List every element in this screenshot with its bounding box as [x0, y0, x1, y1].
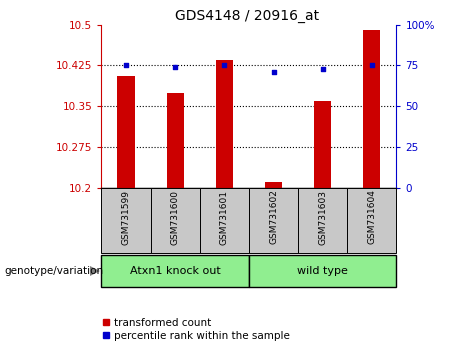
Text: GSM731602: GSM731602	[269, 190, 278, 245]
Point	[221, 63, 228, 68]
Legend: transformed count, percentile rank within the sample: transformed count, percentile rank withi…	[97, 314, 294, 345]
Bar	[118, 76, 135, 188]
Bar	[101, 255, 249, 287]
Bar	[216, 60, 233, 188]
Text: GSM731601: GSM731601	[220, 190, 229, 245]
Bar	[249, 188, 298, 253]
Bar	[363, 30, 380, 188]
Text: GSM731600: GSM731600	[171, 190, 180, 245]
Text: GSM731604: GSM731604	[367, 190, 376, 245]
Point	[171, 64, 179, 70]
Bar	[166, 93, 184, 188]
Bar	[200, 188, 249, 253]
Text: Atxn1 knock out: Atxn1 knock out	[130, 266, 220, 276]
Text: GDS4148 / 20916_at: GDS4148 / 20916_at	[175, 9, 319, 23]
Bar	[265, 182, 282, 188]
Bar	[101, 188, 151, 253]
Bar	[314, 101, 331, 188]
Bar	[347, 188, 396, 253]
Point	[122, 63, 130, 68]
Bar	[298, 188, 347, 253]
Text: GSM731603: GSM731603	[318, 190, 327, 245]
Bar	[151, 188, 200, 253]
Point	[319, 66, 326, 72]
Bar	[249, 255, 396, 287]
Text: genotype/variation: genotype/variation	[5, 266, 104, 276]
Text: GSM731599: GSM731599	[122, 190, 130, 245]
Text: wild type: wild type	[297, 266, 348, 276]
Point	[368, 63, 376, 68]
Point	[270, 69, 277, 75]
